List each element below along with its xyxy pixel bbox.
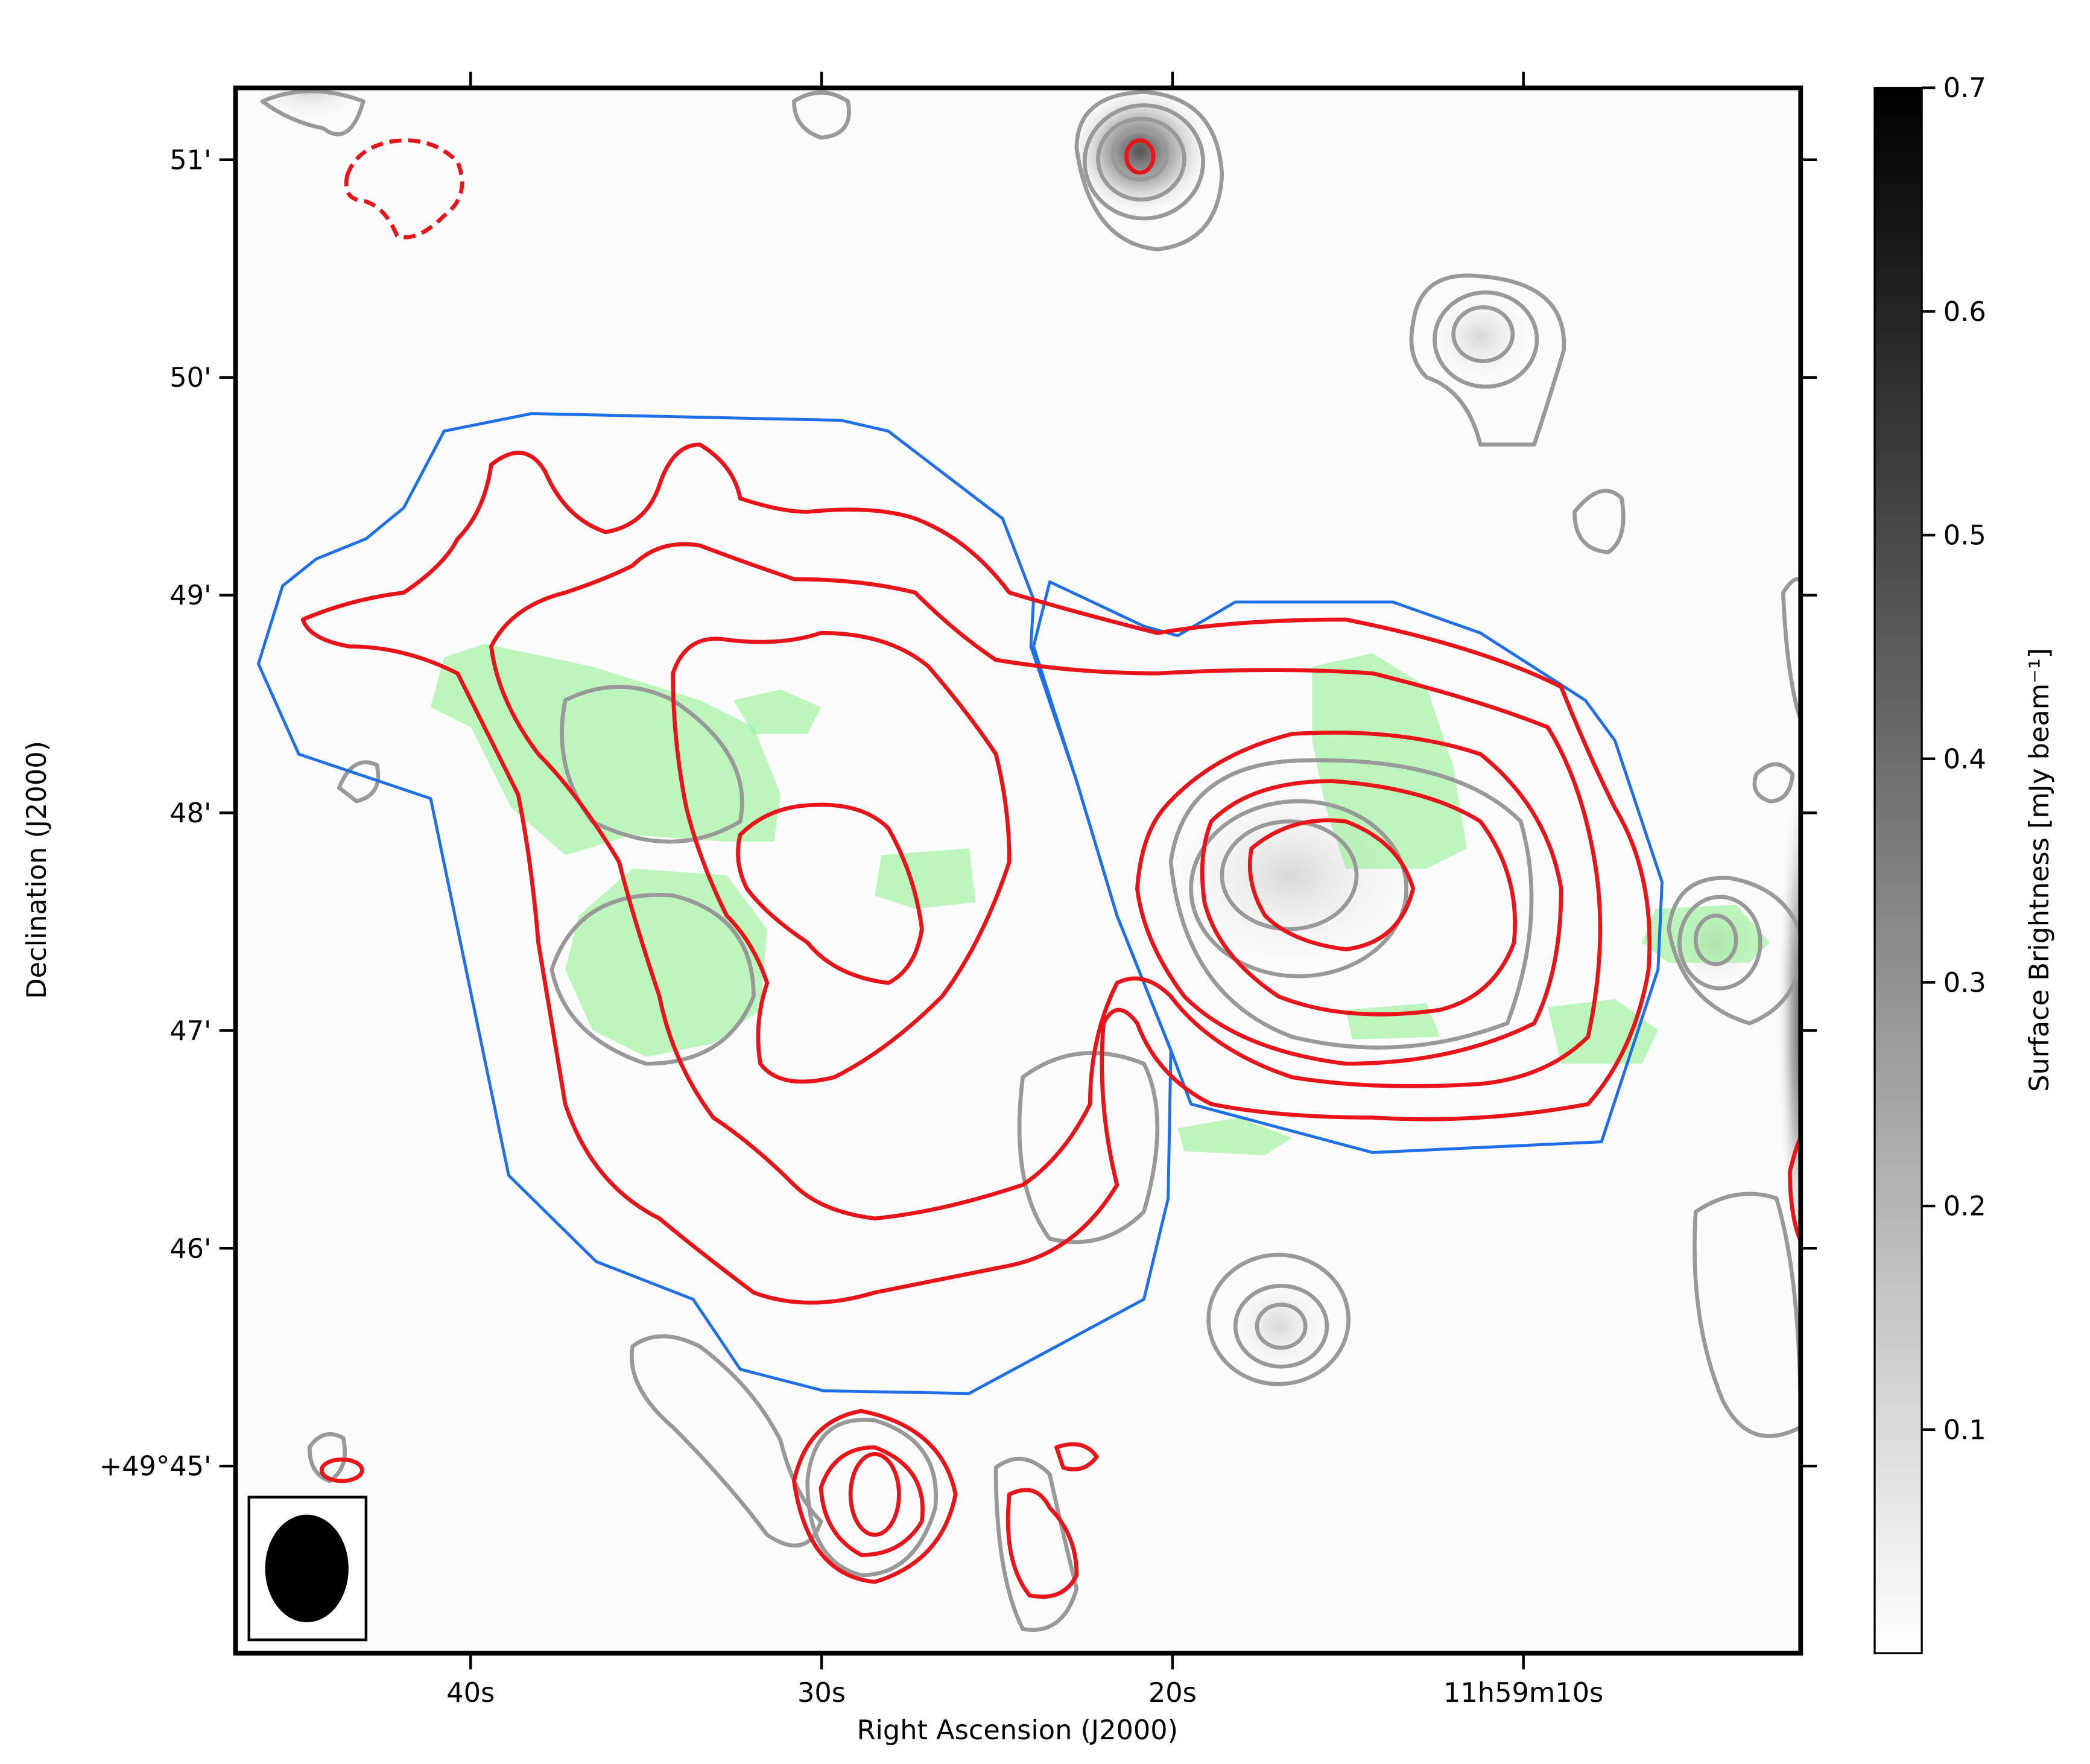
contour xyxy=(1082,103,1206,221)
beam xyxy=(265,1514,349,1623)
contour xyxy=(344,138,464,240)
contour xyxy=(1233,1284,1329,1369)
contour xyxy=(1255,1302,1308,1350)
contour xyxy=(848,1451,901,1537)
contour xyxy=(1124,138,1156,175)
x-tick-label: 40s xyxy=(446,1677,495,1708)
region-outline xyxy=(256,412,1173,1395)
colorbar xyxy=(1873,86,1923,1655)
source xyxy=(1776,755,1801,1292)
y-tick-label: 46' xyxy=(169,1233,211,1264)
x-tick-label: 11h59m10s xyxy=(1443,1677,1603,1708)
green-region xyxy=(1312,653,1467,869)
contour xyxy=(1409,273,1566,447)
contour xyxy=(792,90,851,140)
green-region xyxy=(1177,1117,1292,1155)
colorbar-tick-label: 0.3 xyxy=(1943,967,1986,998)
contour xyxy=(629,1334,823,1548)
contour xyxy=(1433,290,1539,389)
image-background xyxy=(235,87,1801,1654)
contour xyxy=(300,442,1652,1305)
colorbar-tick-label: 0.7 xyxy=(1943,72,1986,104)
y-tick-label: 51' xyxy=(169,144,211,176)
red-contours xyxy=(300,138,1801,1599)
contour xyxy=(1788,1134,1801,1246)
x-axis-label: Right Ascension (J2000) xyxy=(857,1715,1178,1746)
plot-frame xyxy=(233,85,1803,1656)
image-layer xyxy=(235,87,1801,1654)
contour xyxy=(1572,489,1626,554)
contour xyxy=(1017,1051,1160,1245)
contour xyxy=(819,1445,925,1557)
contour xyxy=(489,542,1603,1221)
region-outline xyxy=(1032,580,1664,1154)
green-region xyxy=(875,848,976,909)
contour xyxy=(1135,731,1563,1066)
contour xyxy=(1168,758,1534,1050)
x-tick-label: 20s xyxy=(1148,1677,1197,1708)
x-tick-label: 30s xyxy=(797,1677,846,1708)
y-tick-label: +49°45' xyxy=(100,1451,211,1482)
contour xyxy=(1693,913,1738,966)
colorbar-tick-label: 0.2 xyxy=(1943,1191,1986,1222)
contour xyxy=(319,1457,364,1483)
colorbar-tick-label: 0.1 xyxy=(1943,1414,1986,1445)
contour xyxy=(736,802,924,985)
source xyxy=(1419,283,1541,391)
contour xyxy=(1054,1442,1099,1471)
contour xyxy=(560,685,744,844)
contour xyxy=(1220,819,1359,931)
contour xyxy=(1206,1252,1351,1386)
y-tick-label: 47' xyxy=(169,1015,211,1047)
y-axis-label: Declination (J2000) xyxy=(21,741,52,999)
contour xyxy=(1110,128,1169,182)
contour xyxy=(792,1409,958,1584)
contour xyxy=(1200,779,1517,1017)
contour xyxy=(1677,895,1762,991)
contour xyxy=(1005,1488,1079,1599)
contour xyxy=(1096,116,1186,202)
contour xyxy=(549,893,756,1066)
contour xyxy=(307,1432,347,1483)
contour xyxy=(260,89,366,136)
contour xyxy=(1247,818,1416,951)
colorbar-tick-label: 0.4 xyxy=(1943,743,1986,775)
green-regions xyxy=(430,644,1770,1155)
contour xyxy=(1667,875,1801,1026)
contour xyxy=(805,1418,938,1578)
contour xyxy=(1752,762,1795,804)
y-tick-label: 50' xyxy=(169,362,211,393)
contour xyxy=(993,1456,1079,1632)
y-tick-label: 49' xyxy=(169,580,211,611)
colorbar-tick-label: 0.6 xyxy=(1943,296,1986,328)
y-tick-label: 48' xyxy=(169,798,211,829)
contour xyxy=(671,630,1012,1084)
colorbar-tick-label: 0.5 xyxy=(1943,520,1986,551)
colorbar-label: Surface Brightness [mJy beam⁻¹] xyxy=(2024,648,2055,1092)
contour xyxy=(1189,799,1408,979)
gray-contours xyxy=(260,89,1801,1632)
contour xyxy=(1451,305,1515,363)
green-region xyxy=(733,689,822,734)
contour xyxy=(1074,89,1224,252)
